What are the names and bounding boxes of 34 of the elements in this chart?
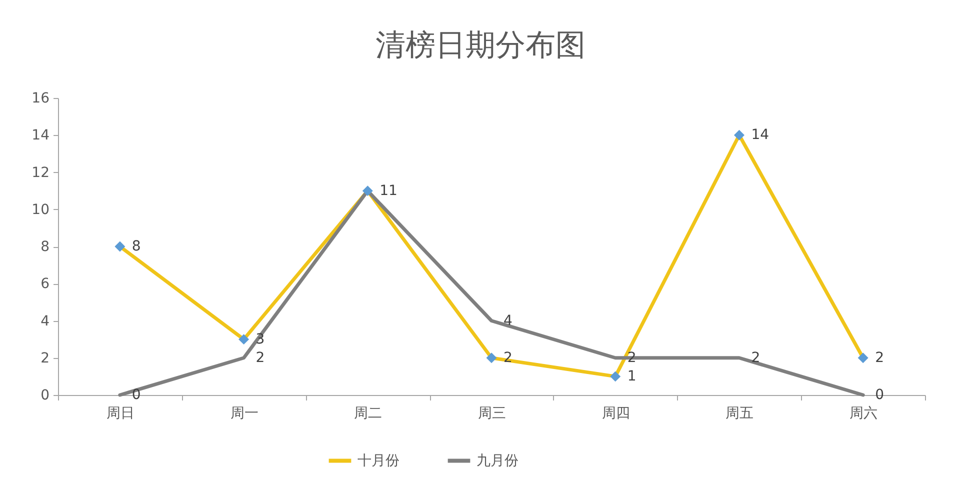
data-label: 2 (875, 350, 884, 366)
data-label: 0 (132, 387, 141, 403)
y-tick-label: 2 (40, 350, 50, 366)
x-tick-label: 周一 (230, 406, 258, 422)
point (114, 241, 126, 252)
legend-label: 十月份 (358, 452, 400, 469)
x-tick-label: 周日 (106, 406, 134, 422)
y-tick-label: 16 (32, 90, 50, 106)
x-tick-label: 周六 (850, 406, 878, 422)
point (858, 352, 868, 364)
legend-label: 九月份 (476, 452, 518, 469)
y-tick-label: 4 (40, 313, 50, 330)
data-label: 2 (256, 350, 265, 366)
y-tick-label: 0 (40, 388, 50, 404)
x-tick-label: 周三 (478, 406, 506, 422)
point (362, 186, 373, 196)
y-tick-label: 14 (32, 128, 50, 144)
y-tick-label: 10 (32, 202, 50, 218)
point (238, 334, 250, 345)
y-tick-label: 12 (32, 164, 50, 181)
data-label: 11 (380, 182, 398, 199)
point (734, 130, 744, 140)
data-label: 14 (751, 127, 770, 144)
y-tick-label: 8 (40, 239, 50, 255)
y-tick-label: 6 (40, 276, 50, 292)
data-label: 8 (132, 238, 141, 254)
chart-title: 清榜日期分布图 (376, 28, 586, 63)
x-tick-label: 周五 (726, 406, 754, 422)
data-label: 0 (875, 387, 884, 403)
x-tick-label: 周四 (602, 406, 630, 422)
data-label: 1 (627, 368, 636, 384)
point (610, 371, 621, 382)
x-tick-label: 周二 (354, 406, 382, 422)
point (486, 352, 497, 364)
